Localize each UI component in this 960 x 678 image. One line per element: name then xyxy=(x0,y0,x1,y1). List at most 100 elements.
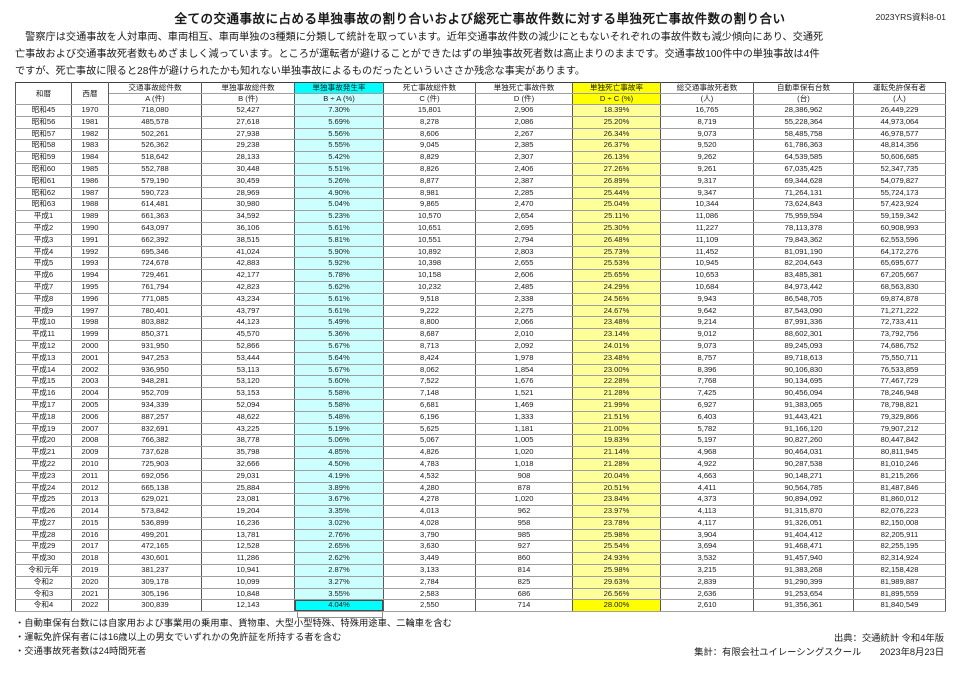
cell-single-accident-rate: 4.90% xyxy=(294,186,384,200)
cell-total-accidents: 887,257 xyxy=(108,410,202,424)
cell-single-accident-rate: 4.85% xyxy=(294,446,384,459)
subheader-vehicles-owned-unit: (台) xyxy=(753,93,854,105)
cell-single-accidents: 48,622 xyxy=(201,410,295,424)
cell-single-fatal-accidents: 1,018 xyxy=(475,457,573,471)
cell-single-accident-rate: 3.55% xyxy=(294,587,384,601)
table-row: 昭和58 1983 526,362 29,238 5.55% 9,045 2,385 26.3… xyxy=(15,139,946,153)
cell-total-accidents: 729,461 xyxy=(108,269,202,282)
cell-era: 平成14 xyxy=(15,363,72,377)
cell-single-fatal-rate: 29.63% xyxy=(572,575,661,589)
cell-vehicles-owned: 91,356,361 xyxy=(753,599,854,613)
table-row: 平成3 1991 662,392 38,515 5.81% 10,551 2,794 26.4… xyxy=(15,233,946,247)
table-row: 平成30 2018 430,601 11,286 2.62% 3,449 860 24.93%… xyxy=(15,552,946,566)
cell-single-accident-rate: 3.27% xyxy=(294,575,384,589)
cell-era: 昭和58 xyxy=(15,139,72,153)
cell-single-accidents: 13,781 xyxy=(201,528,295,542)
document-reference: 2023YRS資料8-01 xyxy=(875,12,946,22)
cell-year: 2013 xyxy=(71,493,109,507)
cell-year: 2014 xyxy=(71,505,109,518)
cell-era: 昭和62 xyxy=(15,186,72,200)
cell-single-fatal-accidents: 2,092 xyxy=(475,339,573,353)
cell-fatal-accidents: 2,583 xyxy=(383,587,476,601)
cell-total-accidents: 692,056 xyxy=(108,469,202,483)
cell-fatal-accidents: 6,196 xyxy=(383,410,476,424)
cell-license-holders: 82,076,223 xyxy=(853,505,946,518)
cell-fatal-accidents: 8,826 xyxy=(383,162,476,176)
cell-single-fatal-accidents: 2,803 xyxy=(475,245,573,259)
cell-license-holders: 78,798,821 xyxy=(853,398,946,412)
cell-single-fatal-rate: 25.11% xyxy=(572,210,661,223)
table-row: 平成22 2010 725,903 32,666 4.50% 4,783 1,018 21.2… xyxy=(15,457,946,471)
cell-license-holders: 57,423,924 xyxy=(853,198,946,212)
cell-license-holders: 65,695,677 xyxy=(853,257,946,271)
cell-single-accidents: 43,225 xyxy=(201,422,295,436)
page-title: 全ての交通事故に占める単独事故の割り合いおよび総死亡事故件数に対する単独死亡事故… xyxy=(174,12,786,26)
intro-line: ですが、死亡事故に限ると28件が避けられたかも知れない単独事故によるものだったと… xyxy=(15,66,586,77)
cell-vehicles-owned: 90,134,695 xyxy=(753,375,854,389)
cell-traffic-deaths: 4,411 xyxy=(660,481,754,495)
table-row: 平成5 1993 724,678 42,883 5.92% 10,398 2,655 25.5… xyxy=(15,257,946,271)
cell-license-holders: 55,724,173 xyxy=(853,186,946,200)
cell-traffic-deaths: 9,317 xyxy=(660,174,754,188)
cell-single-accident-rate: 3.89% xyxy=(294,481,384,495)
cell-single-fatal-rate: 24.29% xyxy=(572,280,661,294)
cell-year: 1970 xyxy=(71,104,109,117)
subheader-single-accident-rate-formula: B ÷ A (%) xyxy=(294,93,384,105)
subheader-license-holders-unit: (人) xyxy=(853,93,946,105)
cell-era: 平成7 xyxy=(15,280,72,294)
cell-single-accident-rate: 5.04% xyxy=(294,198,384,212)
cell-single-accidents: 42,823 xyxy=(201,280,295,294)
cell-license-holders: 77,467,729 xyxy=(853,375,946,389)
cell-traffic-deaths: 11,227 xyxy=(660,221,754,235)
cell-year: 2002 xyxy=(71,363,109,377)
cell-single-accidents: 42,883 xyxy=(201,257,295,271)
cell-era: 平成24 xyxy=(15,481,72,495)
cell-era: 平成30 xyxy=(15,552,72,566)
cell-single-fatal-accidents: 2,385 xyxy=(475,139,573,153)
cell-license-holders: 67,205,667 xyxy=(853,269,946,282)
cell-single-fatal-accidents: 860 xyxy=(475,552,573,566)
cell-single-accidents: 28,969 xyxy=(201,186,295,200)
cell-fatal-accidents: 8,062 xyxy=(383,363,476,377)
cell-single-accident-rate: 5.58% xyxy=(294,387,384,400)
cell-year: 1992 xyxy=(71,245,109,259)
cell-total-accidents: 485,578 xyxy=(108,115,202,129)
cell-total-accidents: 725,903 xyxy=(108,457,202,471)
cell-single-accidents: 53,113 xyxy=(201,363,295,377)
table-row: 平成18 2006 887,257 48,622 5.48% 6,196 1,333 21.5… xyxy=(15,410,946,424)
cell-traffic-deaths: 4,373 xyxy=(660,493,754,507)
cell-fatal-accidents: 8,829 xyxy=(383,151,476,164)
cell-single-fatal-rate: 21.51% xyxy=(572,410,661,424)
cell-era: 平成12 xyxy=(15,339,72,353)
cell-fatal-accidents: 6,681 xyxy=(383,398,476,412)
cell-single-fatal-rate: 24.01% xyxy=(572,339,661,353)
cell-vehicles-owned: 75,959,594 xyxy=(753,210,854,223)
cell-vehicles-owned: 71,264,131 xyxy=(753,186,854,200)
cell-single-accident-rate: 5.60% xyxy=(294,375,384,389)
header-license-holders: 運転免許保有者 xyxy=(853,82,946,94)
cell-total-accidents: 761,794 xyxy=(108,280,202,294)
cell-single-accident-rate: 5.42% xyxy=(294,151,384,164)
cell-license-holders: 78,246,948 xyxy=(853,387,946,400)
cell-total-accidents: 832,691 xyxy=(108,422,202,436)
cell-traffic-deaths: 11,109 xyxy=(660,233,754,247)
cell-year: 2019 xyxy=(71,564,109,577)
cell-single-fatal-rate: 21.00% xyxy=(572,422,661,436)
cell-vehicles-owned: 55,228,364 xyxy=(753,115,854,129)
cell-single-fatal-rate: 23.48% xyxy=(572,351,661,365)
cell-era: 平成3 xyxy=(15,233,72,247)
cell-era: 昭和57 xyxy=(15,127,72,141)
cell-traffic-deaths: 3,904 xyxy=(660,528,754,542)
cell-single-fatal-rate: 26.13% xyxy=(572,151,661,164)
cell-single-accident-rate: 4.19% xyxy=(294,469,384,483)
cell-single-fatal-rate: 23.84% xyxy=(572,493,661,507)
cell-single-accident-rate: 5.36% xyxy=(294,328,384,341)
cell-license-holders: 54,079,827 xyxy=(853,174,946,188)
cell-era: 平成2 xyxy=(15,221,72,235)
cell-fatal-accidents: 10,570 xyxy=(383,210,476,223)
cell-license-holders: 80,447,842 xyxy=(853,434,946,448)
cell-vehicles-owned: 91,253,654 xyxy=(753,587,854,601)
cell-fatal-accidents: 10,651 xyxy=(383,221,476,235)
cell-era: 平成9 xyxy=(15,304,72,318)
cell-total-accidents: 948,281 xyxy=(108,375,202,389)
